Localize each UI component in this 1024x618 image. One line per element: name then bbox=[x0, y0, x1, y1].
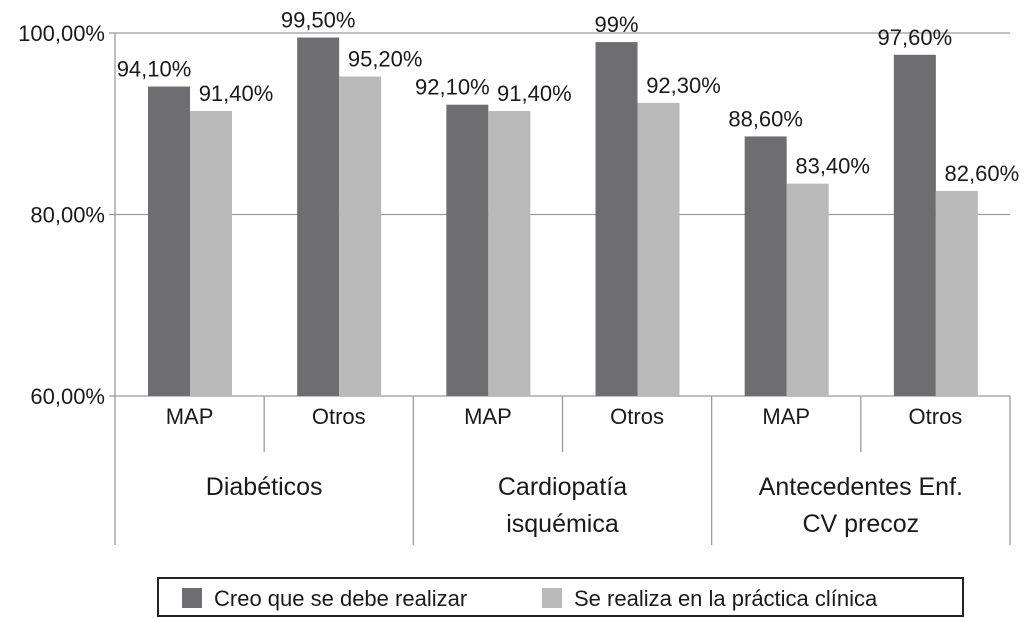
x-subcategory-label: MAP bbox=[762, 404, 810, 429]
y-tick-label: 60,00% bbox=[30, 384, 105, 409]
bar-debe-realizar bbox=[595, 42, 638, 396]
bar-debe-realizar bbox=[297, 37, 340, 396]
x-group-label: CV precoz bbox=[802, 510, 919, 538]
x-subcategory-label: Otros bbox=[610, 404, 664, 429]
data-label: 91,40% bbox=[199, 81, 274, 106]
y-tick-label: 100,00% bbox=[18, 21, 105, 46]
data-label: 94,10% bbox=[117, 57, 192, 82]
x-subcategory-label: Otros bbox=[909, 404, 963, 429]
x-group-label: Cardiopatía bbox=[498, 473, 627, 501]
x-subcategory-label: MAP bbox=[464, 404, 512, 429]
data-label: 95,20% bbox=[348, 47, 423, 72]
data-label: 92,10% bbox=[415, 75, 490, 100]
data-label: 83,40% bbox=[795, 154, 870, 179]
data-label: 88,60% bbox=[728, 106, 803, 131]
x-group-label: Diabéticos bbox=[206, 473, 323, 501]
bar-se-realiza bbox=[786, 183, 829, 396]
data-label: 99% bbox=[594, 12, 638, 37]
legend-swatch bbox=[182, 588, 202, 608]
data-label: 91,40% bbox=[497, 81, 572, 106]
bar-se-realiza bbox=[190, 111, 232, 397]
bar-debe-realizar bbox=[893, 54, 936, 396]
data-label: 82,60% bbox=[945, 161, 1020, 186]
x-subcategory-label: MAP bbox=[166, 404, 214, 429]
data-label: 99,50% bbox=[281, 8, 356, 33]
legend-label: Creo que se debe realizar bbox=[214, 586, 467, 611]
bar-debe-realizar bbox=[148, 86, 190, 396]
bar-debe-realizar bbox=[446, 104, 489, 396]
legend-label: Se realiza en la práctica clínica bbox=[574, 586, 878, 611]
x-subcategory-label: Otros bbox=[312, 404, 366, 429]
bar-se-realiza bbox=[488, 111, 531, 397]
bar-se-realiza bbox=[935, 190, 978, 396]
legend-swatch bbox=[542, 588, 562, 608]
data-label: 97,60% bbox=[878, 25, 953, 50]
x-group-label: Antecedentes Enf. bbox=[759, 473, 963, 501]
data-label: 92,30% bbox=[646, 73, 721, 98]
y-tick-label: 80,00% bbox=[30, 203, 105, 228]
bar-debe-realizar bbox=[744, 136, 787, 396]
bar-se-realiza bbox=[637, 102, 680, 396]
x-group-label: isquémica bbox=[506, 510, 619, 538]
bar-se-realiza bbox=[339, 76, 382, 396]
